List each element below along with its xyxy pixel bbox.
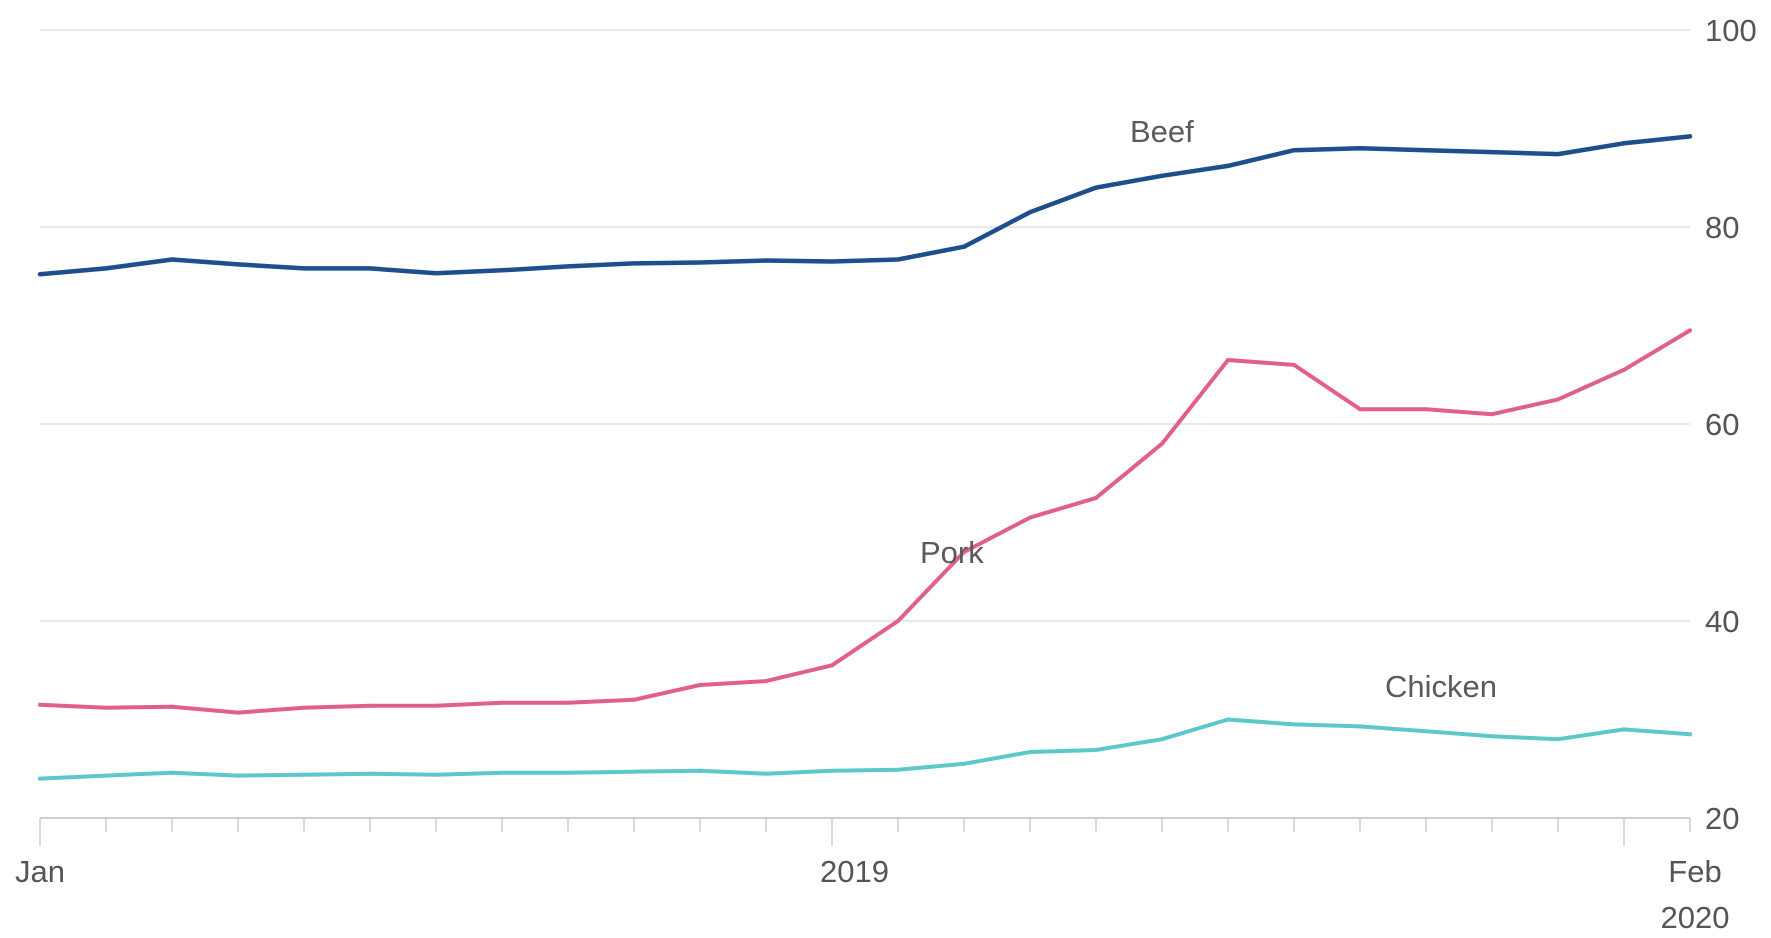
data-point-pork <box>1160 441 1164 446</box>
x-tick-label: 2019 <box>820 854 889 889</box>
data-point-beef <box>434 271 438 276</box>
series-label-beef: Beef <box>1130 114 1194 149</box>
data-point-chicken <box>500 770 504 775</box>
data-point-pork <box>38 702 42 707</box>
data-point-beef <box>962 244 966 249</box>
y-tick-label-40: 40 <box>1705 604 1739 639</box>
data-point-pork <box>1028 515 1032 520</box>
data-point-chicken <box>38 776 42 781</box>
data-point-pork <box>1358 407 1362 412</box>
data-point-chicken <box>1028 750 1032 755</box>
x-tick-sublabel: 2020 <box>1661 900 1730 935</box>
data-point-pork <box>1490 412 1494 417</box>
data-point-chicken <box>368 771 372 776</box>
data-point-beef <box>896 257 900 262</box>
data-point-chicken <box>1688 732 1692 737</box>
data-point-chicken <box>1160 737 1164 742</box>
data-point-pork <box>1622 367 1626 372</box>
series-labels: Beef Pork Chicken <box>920 114 1497 704</box>
data-point-pork <box>368 703 372 708</box>
data-point-beef <box>170 257 174 262</box>
data-point-chicken <box>1490 734 1494 739</box>
data-point-pork <box>1226 357 1230 362</box>
data-point-chicken <box>434 772 438 777</box>
data-point-beef <box>1688 134 1692 139</box>
data-point-chicken <box>830 768 834 773</box>
data-point-beef <box>698 260 702 265</box>
data-point-beef <box>1094 185 1098 190</box>
series-label-chicken: Chicken <box>1385 669 1497 704</box>
data-point-pork <box>1556 397 1560 402</box>
y-tick-label-100: 100 <box>1705 13 1757 48</box>
data-point-chicken <box>236 773 240 778</box>
data-point-beef <box>38 272 42 277</box>
data-point-pork <box>1094 495 1098 500</box>
data-point-chicken <box>632 769 636 774</box>
data-point-beef <box>632 261 636 266</box>
data-point-beef <box>1556 152 1560 157</box>
gridlines: 20 40 60 80 100 <box>40 13 1757 836</box>
series-label-pork: Pork <box>920 535 984 570</box>
data-point-chicken <box>764 771 768 776</box>
data-point-beef <box>302 266 306 271</box>
data-point-chicken <box>1622 727 1626 732</box>
data-point-beef <box>566 264 570 269</box>
data-point-chicken <box>698 768 702 773</box>
data-point-pork <box>170 704 174 709</box>
data-point-beef <box>1028 210 1032 215</box>
data-point-beef <box>368 266 372 271</box>
series-line-chicken <box>38 717 1692 781</box>
y-tick-label-80: 80 <box>1705 210 1739 245</box>
x-tick-label: Feb <box>1668 854 1721 889</box>
data-point-chicken <box>1358 724 1362 729</box>
data-point-beef <box>236 262 240 267</box>
data-point-chicken <box>1556 737 1560 742</box>
data-point-chicken <box>896 767 900 772</box>
data-point-beef <box>1424 148 1428 153</box>
data-point-beef <box>1358 146 1362 151</box>
data-point-chicken <box>1292 722 1296 727</box>
data-point-beef <box>500 268 504 273</box>
data-point-pork <box>698 683 702 688</box>
data-point-beef <box>1622 141 1626 146</box>
data-point-pork <box>1292 362 1296 367</box>
data-point-beef <box>1292 148 1296 153</box>
data-point-pork <box>236 710 240 715</box>
x-tick-label: Jan <box>15 854 65 889</box>
data-point-pork <box>962 550 966 555</box>
series-line-pork <box>38 328 1692 715</box>
data-point-pork <box>830 663 834 668</box>
x-axis: Jan 2019 Feb 2020 <box>15 817 1730 935</box>
data-point-chicken <box>1226 717 1230 722</box>
data-point-beef <box>104 266 108 271</box>
series-lines <box>37 134 1693 781</box>
data-point-beef <box>1226 163 1230 168</box>
data-point-pork <box>1424 407 1428 412</box>
data-point-beef <box>764 258 768 263</box>
data-point-pork <box>302 705 306 710</box>
data-point-chicken <box>1424 729 1428 734</box>
data-point-pork <box>896 619 900 623</box>
data-point-pork <box>434 703 438 708</box>
data-point-pork <box>500 700 504 705</box>
data-point-pork <box>104 705 108 710</box>
data-point-chicken <box>170 770 174 775</box>
data-point-pork <box>566 700 570 705</box>
y-tick-label-60: 60 <box>1705 407 1739 442</box>
data-point-chicken <box>1094 748 1098 753</box>
data-point-beef <box>830 259 834 264</box>
data-point-pork <box>632 697 636 702</box>
data-point-chicken <box>962 761 966 766</box>
data-point-chicken <box>302 772 306 777</box>
series-line-beef <box>37 134 1693 277</box>
data-point-chicken <box>566 770 570 775</box>
y-tick-label-20: 20 <box>1705 801 1739 836</box>
data-point-pork <box>764 679 768 684</box>
data-point-beef <box>1490 150 1494 155</box>
data-point-pork <box>1688 328 1692 333</box>
data-point-chicken <box>104 773 108 778</box>
data-point-beef <box>1160 173 1164 178</box>
